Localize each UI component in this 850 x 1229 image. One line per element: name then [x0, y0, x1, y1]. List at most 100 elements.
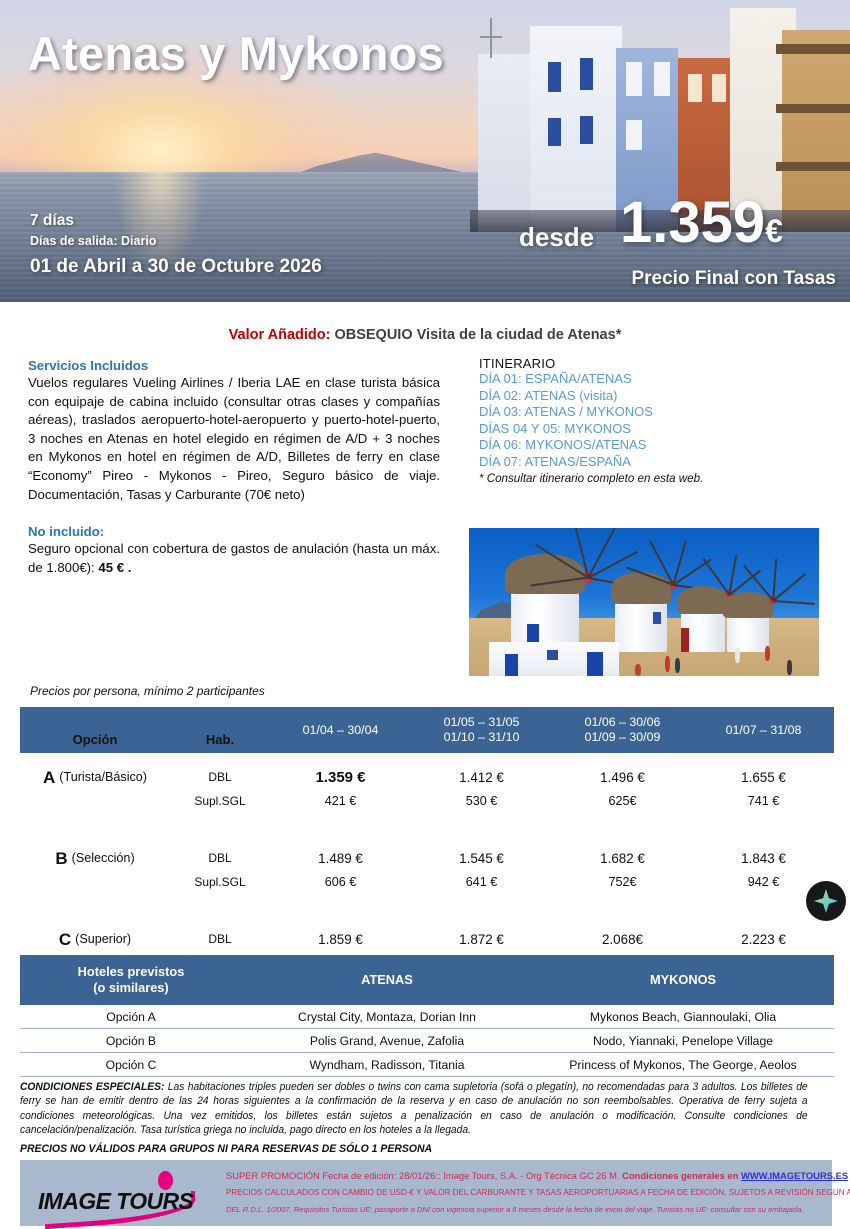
itinerary-title: ITINERARIO	[479, 356, 556, 371]
option-c-dbl-p3: 2.068€	[602, 932, 643, 947]
services-heading: Servicios Incluidos	[28, 358, 149, 373]
option-b-dbl-p2: 1.545 €	[459, 851, 504, 866]
price-period-3-line1: 01/06 – 30/06	[584, 715, 661, 729]
hero-from-label: desde	[519, 222, 595, 252]
not-included-body: Seguro opcional con cobertura de gastos …	[28, 541, 440, 575]
option-a-dbl-p4: 1.655 €	[741, 770, 786, 785]
option-a-sgl-p4: 741 €	[747, 794, 780, 808]
table-row: Supl.SGL 421 € 530 € 625€ 741 €	[20, 790, 834, 812]
services-text: Vuelos regulares Vueling Airlines / Iber…	[28, 375, 440, 502]
option-b-sgl-p1: 606 €	[324, 875, 357, 889]
hotels-row-3-mykonos: Princess of Mykonos, The George, Aeolos	[569, 1057, 797, 1072]
option-a-sgl-p2: 530 €	[465, 794, 498, 808]
option-a-dbl-p2: 1.412 €	[459, 770, 504, 785]
option-a-dbl-label: DBL	[208, 770, 232, 784]
hotels-header-col1-line2: (o similares)	[93, 980, 169, 995]
photo-person	[675, 658, 680, 673]
option-a-sgl-p1: 421 €	[324, 794, 357, 808]
price-period-2-line1: 01/05 – 31/05	[443, 715, 520, 729]
hotels-header-mykonos: MYKONOS	[649, 972, 717, 987]
hero-banner: Atenas y Mykonos 7 días Días de salida: …	[0, 0, 850, 302]
value-added-line: Valor Añadido: OBSEQUIO Visita de la ciu…	[0, 327, 850, 343]
logo-dot-icon	[158, 1171, 173, 1190]
hero-price-note: Precio Final con Tasas	[631, 268, 836, 289]
hero-departure-days: Días de salida: Diario	[30, 234, 157, 248]
hotels-row-3-option: Opción C	[105, 1057, 157, 1072]
price-period-4-line1: 01/07 – 31/08	[725, 722, 802, 737]
option-a-name: (Turista/Básico)	[59, 770, 147, 784]
price-table-row-headers: Opción Hab.	[20, 707, 270, 753]
price-validity-note: PRECIOS NO VÁLIDOS PARA GRUPOS NI PARA R…	[20, 1143, 433, 1155]
not-included-price: 45 € .	[98, 559, 132, 575]
not-included-block: No incluido: Seguro opcional con cobertu…	[28, 524, 440, 577]
hotels-row-1-atenas: Crystal City, Montaza, Dorian Inn	[298, 1009, 476, 1024]
footer-legal-text: SUPER PROMOCIÓN Fecha de edición: 28/01/…	[226, 1167, 850, 1218]
option-c-letter: C	[58, 930, 72, 949]
hero-price-value: 1.359	[620, 190, 766, 255]
hotels-row-3-atenas: Wyndham, Radisson, Titania	[309, 1057, 465, 1072]
price-period-1-line1: 01/04 – 30/04	[302, 722, 379, 737]
option-b-sgl-label: Supl.SGL	[194, 875, 246, 889]
photo-person	[735, 648, 740, 663]
price-table-note: Precios por persona, mínimo 2 participan…	[30, 684, 265, 698]
itinerary-day-6: DÍA 06: MYKONOS/ATENAS	[479, 437, 647, 453]
price-row-group-b: B (Selección) DBL 1.489 € 1.545 € 1.682 …	[20, 846, 834, 893]
hotels-table-header: Hoteles previstos (o similares) ATENAS M…	[20, 955, 834, 1005]
option-b-sgl-p3: 752€	[608, 875, 637, 889]
price-period-3-line2: 01/09 – 30/09	[584, 730, 661, 744]
option-a-letter: A	[43, 768, 56, 787]
special-conditions-text: Las habitaciones triples pueden ser dobl…	[20, 1081, 808, 1137]
hotels-header-atenas: ATENAS	[361, 972, 413, 987]
option-c-dbl-label: DBL	[208, 932, 232, 946]
price-table: 01/04 – 30/04 01/05 – 31/05 01/10 – 31/1…	[20, 707, 834, 987]
option-b-name: (Selección)	[71, 851, 135, 865]
hotels-row-2-atenas: Polis Grand, Avenue, Zafolia	[309, 1033, 465, 1048]
table-row: A (Turista/Básico) DBL 1.359 € 1.412 € 1…	[20, 765, 834, 790]
option-b-letter: B	[55, 849, 68, 868]
option-b-sgl-p2: 641 €	[465, 875, 498, 889]
table-row: Opción A Crystal City, Montaza, Dorian I…	[20, 1005, 834, 1029]
footer-website-link[interactable]: WWW.IMAGETOURS.ES	[740, 1170, 849, 1181]
itinerary-column: ITINERARIO DÍA 01: ESPAÑA/ATENAS DÍA 02:…	[479, 356, 819, 485]
price-period-4: 01/07 – 31/08	[693, 707, 834, 753]
option-b-dbl-label: DBL	[208, 851, 232, 865]
option-a-sgl-p3: 625€	[608, 794, 637, 808]
itinerary-day-7: DÍA 07: ATENAS/ESPAÑA	[479, 453, 631, 469]
photo-person	[635, 664, 641, 676]
table-row: Supl.SGL 606 € 641 € 752€ 942 €	[20, 871, 834, 893]
photo-person	[765, 646, 770, 661]
photo-person	[787, 660, 792, 675]
value-added-text: OBSEQUIO Visita de la ciudad de Atenas*	[334, 327, 622, 343]
footer-line-1: SUPER PROMOCIÓN Fecha de edición: 28/01/…	[226, 1167, 848, 1184]
star-icon	[814, 889, 838, 913]
price-period-2: 01/05 – 31/05 01/10 – 31/10	[411, 707, 552, 753]
footer-line-2: PRECIOS CALCULADOS CON CAMBIO DE USD-€ Y…	[226, 1188, 850, 1197]
hero-date-range: 01 de Abril a 30 de Octubre 2026	[30, 256, 322, 277]
price-row-group-a: A (Turista/Básico) DBL 1.359 € 1.412 € 1…	[20, 765, 834, 812]
hero-duration: 7 días	[30, 212, 74, 229]
col-header-option: Opción	[72, 732, 118, 747]
page-title: Atenas y Mykonos	[28, 27, 444, 80]
hero-town-illustration	[430, 0, 850, 232]
hotels-header-col1-line1: Hoteles previstos	[77, 964, 185, 979]
option-a-dbl-p1: 1.359 €	[315, 769, 366, 786]
hotels-table: Hoteles previstos (o similares) ATENAS M…	[20, 955, 834, 1077]
footer-bar: IMAGE TOURS SUPER PROMOCIÓN Fecha de edi…	[20, 1160, 850, 1229]
option-c-dbl-p2: 1.872 €	[459, 932, 504, 947]
hotels-row-1-option: Opción A	[106, 1009, 156, 1024]
services-column: Servicios Incluidos Vuelos regulares Vue…	[28, 358, 440, 577]
option-b-label: B (Selección)	[20, 846, 170, 871]
special-conditions: CONDICIONES ESPECIALES: Las habitaciones…	[20, 1080, 808, 1138]
table-row: B (Selección) DBL 1.489 € 1.545 € 1.682 …	[20, 846, 834, 871]
hotels-row-1-mykonos: Mykonos Beach, Giannoulaki, Olia	[589, 1009, 777, 1024]
option-a-sgl-label: Supl.SGL	[194, 794, 246, 808]
hero-price-currency: €	[765, 213, 783, 249]
option-b-dbl-p1: 1.489 €	[318, 851, 363, 866]
photo-person	[665, 656, 670, 672]
not-included-text: Seguro opcional con cobertura de gastos …	[28, 540, 440, 577]
price-table-header: 01/04 – 30/04 01/05 – 31/05 01/10 – 31/1…	[20, 707, 834, 753]
option-c-dbl-p4: 2.223 €	[741, 932, 786, 947]
option-a-dbl-p3: 1.496 €	[600, 770, 645, 785]
option-c-name: (Superior)	[75, 932, 132, 946]
